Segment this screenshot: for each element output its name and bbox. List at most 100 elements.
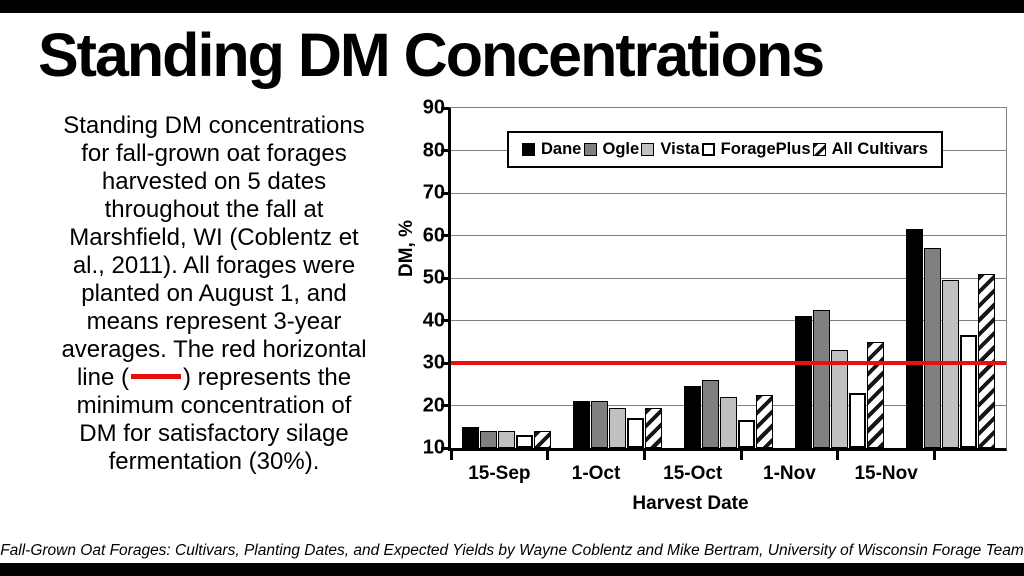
bar-vista-1-nov <box>831 350 848 448</box>
body-line: DM for satisfactory silage <box>79 420 349 447</box>
bar-vista-15-oct <box>720 397 737 448</box>
y-tick <box>441 149 448 152</box>
y-tick-label: 10 <box>422 436 445 459</box>
gridline <box>451 235 1006 236</box>
bar-forageplus-15-nov <box>960 335 977 448</box>
bar-all-cultivars-15-sep <box>534 431 551 448</box>
x-tick <box>933 451 936 460</box>
body-line: throughout the fall at <box>104 196 324 223</box>
y-tick-label: 40 <box>422 309 445 331</box>
y-tick-label: 70 <box>422 181 445 204</box>
bar-group <box>673 108 784 448</box>
body-line: al., 2011). All forages were <box>72 252 356 279</box>
y-tick-label: 80 <box>422 139 445 161</box>
x-tick <box>739 451 743 460</box>
y-tick <box>441 191 448 195</box>
y-tick-label: 30 <box>422 351 445 374</box>
bar-forageplus-15-oct <box>738 420 755 448</box>
x-tick-label: 1-Nov <box>763 463 816 484</box>
bar-forageplus-1-oct <box>627 418 644 448</box>
bar-dane-15-sep <box>462 426 479 448</box>
legend-item-forageplus: ForagePlus <box>701 140 811 159</box>
x-tick-label: 15-Nov <box>854 463 918 484</box>
bar-dane-15-nov <box>906 229 923 448</box>
bar-all-cultivars-15-nov <box>978 273 995 448</box>
bar-ogle-15-sep <box>480 431 497 448</box>
legend-label: Vista <box>660 140 700 158</box>
plot-area: 10 20 30 40 50 60 70 80 90 15-Sep 1-Oct 15-Oct 1-Nov… <box>423 97 1007 484</box>
x-tick <box>546 451 550 460</box>
x-axis-title: Harvest Date <box>632 493 749 514</box>
bar-ogle-1-nov <box>813 309 830 448</box>
top-edge-bar <box>0 0 1024 13</box>
y-tick <box>441 234 448 237</box>
gridline <box>451 320 1006 321</box>
x-tick <box>449 451 453 460</box>
bar-all-cultivars-15-oct <box>756 394 773 448</box>
bottom-edge-bar <box>0 563 1024 576</box>
inline-red-line-icon <box>130 374 181 380</box>
body-line: Standing DM concentrations <box>63 112 365 139</box>
legend-item-all-cultivars: All Cultivars <box>812 140 928 159</box>
legend-item-ogle: Ogle <box>583 140 640 159</box>
slide-title: Standing DM Concentrations <box>38 21 825 89</box>
body-line: Marshfield, WI (Coblentz et <box>69 224 359 251</box>
body-line: fermentation (30%). <box>108 448 320 475</box>
legend-label: Dane <box>541 140 582 158</box>
legend-item-dane: Dane <box>522 140 581 159</box>
x-tick-label: 15-Oct <box>663 463 723 484</box>
legend-swatch-solid-black-icon <box>522 143 535 156</box>
bar-all-cultivars-1-oct <box>645 407 662 448</box>
y-tick-label: 60 <box>422 224 445 246</box>
x-tick <box>836 451 840 460</box>
bar-all-cultivars-1-nov <box>867 341 884 448</box>
legend-swatch-dark-gray-icon <box>583 143 597 156</box>
gridline <box>451 277 1006 279</box>
legend-item-vista: Vista <box>641 140 700 159</box>
bar-dane-15-oct <box>684 386 701 448</box>
y-tick-label: 90 <box>422 96 445 119</box>
bar-dane-1-nov <box>795 316 812 448</box>
bar-vista-1-oct <box>609 407 626 448</box>
bar-group <box>562 108 673 448</box>
body-line: harvested on 5 dates <box>101 168 327 195</box>
y-tick <box>441 404 448 407</box>
body-line: averages. The red horizontal <box>61 336 367 363</box>
body-text: Standing DM concentrations for fall-grown… <box>16 112 412 476</box>
body-line: minimum concentration of <box>76 392 352 419</box>
legend: Dane Ogle Vista ForagePlus All Cultivars <box>507 131 943 168</box>
footer-credit: Fall-Grown Oat Forages: Cultivars, Plant… <box>0 542 1024 559</box>
x-tick-label: 15-Sep <box>468 463 531 484</box>
reference-line-30pct <box>451 361 1006 365</box>
legend-swatch-diagonal-hatch-icon <box>812 143 826 156</box>
bar-forageplus-1-nov <box>849 392 866 448</box>
body-line: planted on August 1, and <box>81 280 347 307</box>
legend-label: Ogle <box>602 140 640 158</box>
bar-ogle-1-oct <box>591 401 608 448</box>
bar-group <box>451 108 562 448</box>
legend-swatch-light-gray-icon <box>641 143 655 156</box>
x-tick-label: 1-Oct <box>571 463 621 484</box>
y-tick-label: 20 <box>422 394 445 416</box>
bar-forageplus-15-sep <box>516 435 533 448</box>
y-tick-label: 50 <box>422 266 445 289</box>
legend-label: ForagePlus <box>720 140 811 158</box>
legend-swatch-white-outline-icon <box>701 143 715 156</box>
y-tick <box>441 361 448 365</box>
y-tick <box>441 276 448 280</box>
legend-label: All Cultivars <box>831 140 928 158</box>
bar-dane-1-oct <box>573 401 590 448</box>
body-line: for fall-grown oat forages <box>81 140 347 167</box>
bar-vista-15-sep <box>498 431 515 448</box>
y-tick <box>441 446 448 450</box>
gridline <box>451 192 1006 194</box>
bar-ogle-15-oct <box>702 380 719 448</box>
y-tick <box>441 106 448 110</box>
body-line: means represent 3-year <box>86 308 342 335</box>
x-tick <box>642 451 646 460</box>
y-tick <box>441 319 448 322</box>
bar-group <box>784 108 895 448</box>
bar-ogle-15-nov <box>924 248 941 448</box>
body-line: line () represents the <box>76 364 352 391</box>
